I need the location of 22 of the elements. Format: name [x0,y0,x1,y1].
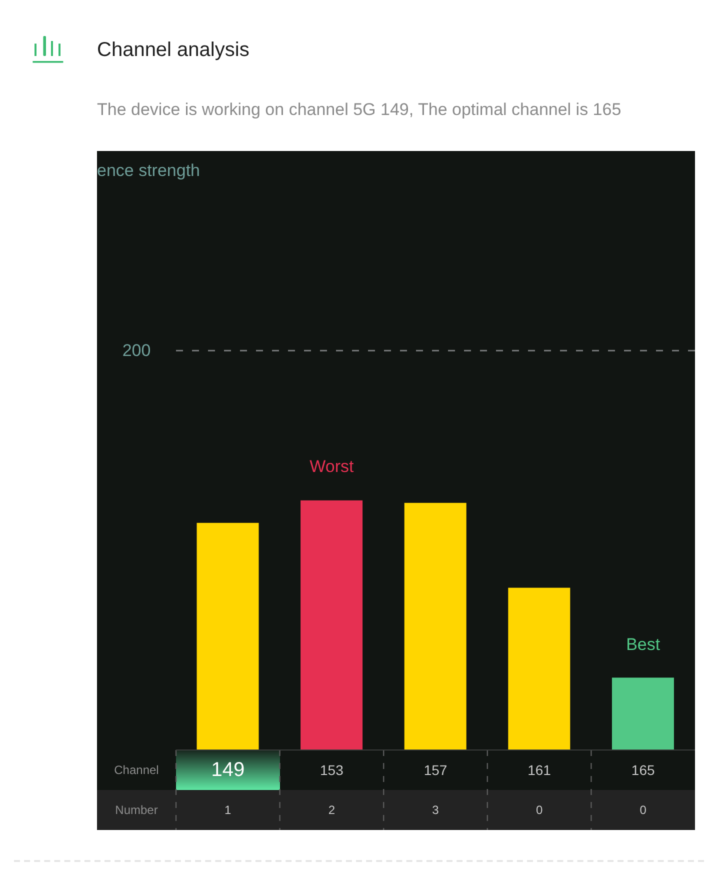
bar [508,588,570,750]
text: 2 [328,803,336,817]
bar [612,678,674,750]
chart-subtitle: The device is working on channel 5G 149, The optimal channel is 165 [97,99,622,121]
x-tick-label: 149 [211,759,245,781]
text: 0 [536,803,543,817]
text: 3 [432,803,439,817]
annotation: Worst [310,457,354,478]
x-axis-title: Channel [114,763,159,777]
text: ence strength [97,160,200,182]
x-tick-label: 165 [631,762,655,778]
bar [300,500,363,750]
chart-title: Channel analysis [97,38,250,63]
x-tick-label: 161 [528,762,552,778]
x-tick-label: 153 [320,762,344,778]
annotation: Best [626,634,660,655]
text: 0 [640,803,646,817]
text: 200 [122,340,151,361]
bar [404,502,466,750]
text: Number [115,803,158,817]
text: 1 [224,803,232,817]
x-tick-label: 157 [424,762,448,778]
